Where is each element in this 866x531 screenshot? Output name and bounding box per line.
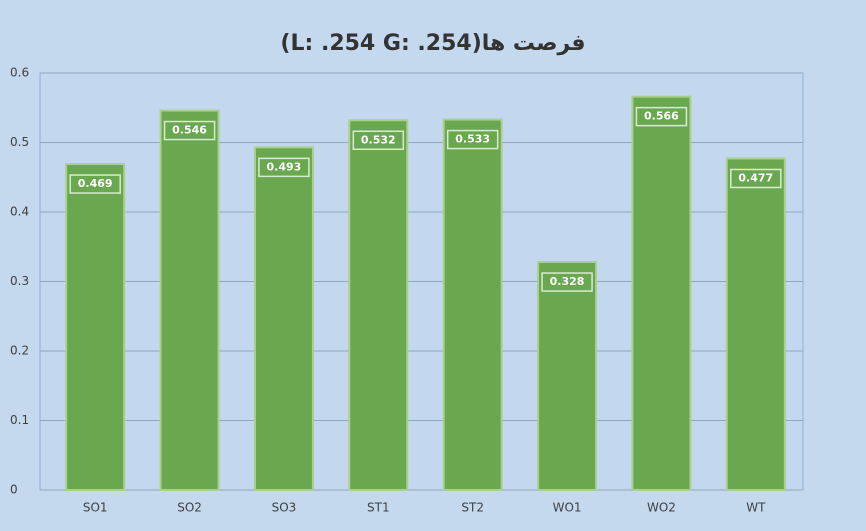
y-tick-label: 0.4 [10,205,29,219]
bar [349,120,407,490]
value-label: 0.493 [267,160,302,173]
x-tick-label: SO2 [177,501,202,515]
y-tick-label: 0.3 [10,274,29,288]
y-tick-label: 0.1 [10,413,29,427]
x-tick-label: ST1 [367,501,390,515]
value-label: 0.533 [455,133,490,146]
value-label: 0.546 [172,124,207,137]
bar [444,120,502,490]
bar [66,164,124,490]
y-tick-label: 0.5 [10,135,29,149]
value-label: 0.532 [361,133,396,146]
y-tick-label: 0.6 [10,66,29,80]
y-tick-label: 0 [10,483,18,497]
x-tick-label: SO3 [272,501,297,515]
value-label: 0.328 [550,275,585,288]
x-tick-label: WO2 [647,501,676,515]
x-tick-label: WO1 [553,501,582,515]
bar [255,147,313,490]
y-tick-label: 0.2 [10,344,29,358]
chart: فرصت ها(L: .254 G: .254) 0 0.1 0.2 0.3 0.4 0.… [0,0,866,531]
value-label: 0.477 [738,171,773,184]
bar [161,111,219,490]
bar [538,262,596,490]
x-tick-label: WT [746,501,766,515]
bar [727,158,785,490]
x-tick-label: ST2 [461,501,484,515]
chart-title: فرصت ها(L: .254 G: .254) [280,31,585,56]
page: فرصت ها(L: .254 G: .254) 0 0.1 0.2 0.3 0.4 0.… [0,0,866,531]
x-tick-label: SO1 [83,501,108,515]
value-label: 0.566 [644,110,679,123]
bar [632,97,690,490]
value-label: 0.469 [78,177,113,190]
